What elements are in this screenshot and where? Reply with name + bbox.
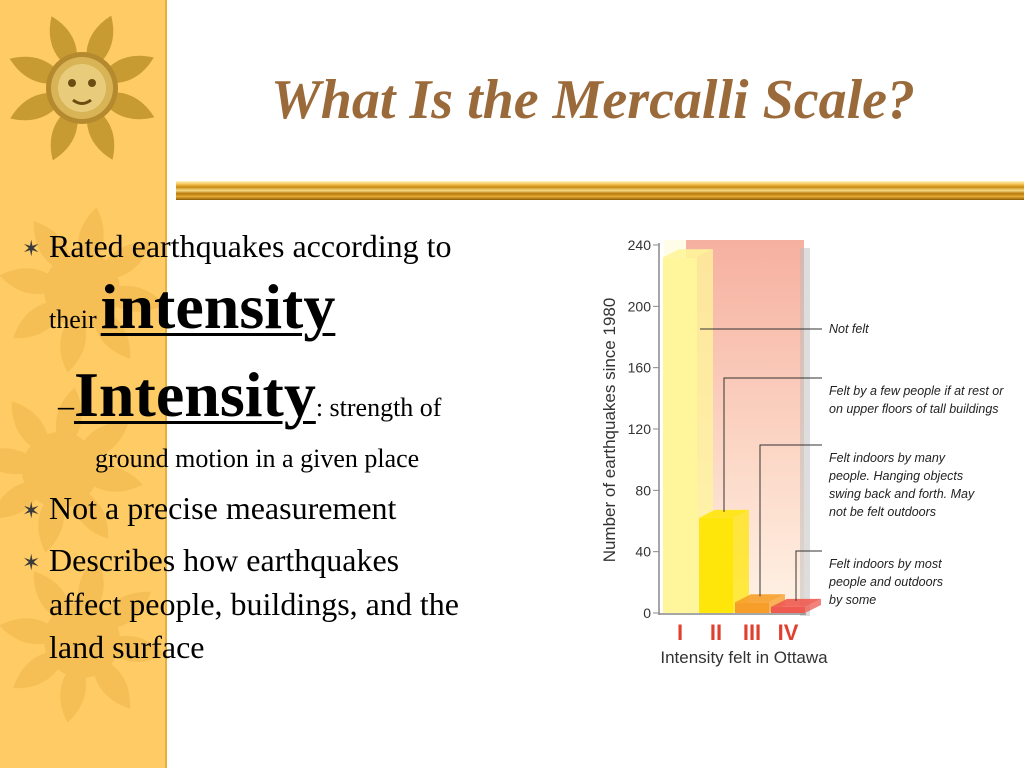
- y-tick-label: 200: [628, 298, 652, 314]
- annotation-text: people and outdoors: [828, 575, 943, 589]
- x-axis-label: Intensity felt in Ottawa: [660, 648, 828, 667]
- bar-side-II: [733, 509, 749, 613]
- annotation-text: on upper floors of tall buildings: [829, 402, 999, 416]
- star-bullet-icon: ✶: [22, 498, 41, 523]
- sub-bullet-line-2: ground motion in a given place: [95, 444, 420, 473]
- bar-IV: [771, 606, 805, 613]
- bullet-3-line-2: affect people, buildings, and the: [49, 586, 459, 622]
- sun-pattern: [0, 15, 165, 723]
- annotation-leader: [795, 550, 822, 601]
- bar-top-IV: [771, 598, 821, 607]
- chart-annotations: Not felt Felt by a few people if at rest …: [700, 322, 1004, 607]
- sub-bullet-definition: : strength of: [315, 393, 442, 422]
- bar-top-I: [663, 249, 713, 258]
- page-title: What Is the Mercalli Scale?: [270, 69, 916, 131]
- star-bullet-icon: ✶: [22, 236, 41, 261]
- x-tick-label: IV: [778, 620, 799, 645]
- annotation-leader: [759, 444, 822, 597]
- x-tick-label: II: [710, 620, 722, 645]
- y-tick-label: 80: [635, 482, 651, 498]
- annotation-text: not be felt outdoors: [829, 505, 936, 519]
- annotation-text: Not felt: [829, 322, 869, 336]
- bullet-1-line-2: their intensity: [49, 270, 335, 344]
- y-tick-label: 240: [628, 237, 652, 253]
- annotation-text: Felt indoors by most: [829, 557, 942, 571]
- faded-sun-pattern-icon: [0, 207, 165, 723]
- bar-top-III: [735, 594, 785, 603]
- bullet-2-text: Not a precise measurement: [49, 490, 397, 526]
- annotation-text: Felt indoors by many: [829, 451, 946, 465]
- bar-side-IV: [805, 598, 821, 613]
- y-tick-label: 160: [628, 360, 652, 376]
- bullet-1-prefix: their: [49, 305, 97, 334]
- annotation-text: people. Hanging objects: [828, 469, 963, 483]
- annotation-text: by some: [829, 593, 876, 607]
- y-tick-label: 120: [628, 421, 652, 437]
- star-bullet-icon: ✶: [22, 550, 41, 575]
- sub-bullet-dash: –: [58, 387, 74, 423]
- chart-axes: 0 40 80 120 160 200 240: [628, 237, 806, 621]
- annotation-text: swing back and forth. May: [829, 487, 975, 501]
- decorative-sidebar: [0, 0, 167, 768]
- sub-bullet-term: Intensity: [74, 359, 316, 430]
- panel-shadow: [800, 248, 810, 616]
- bar-III: [735, 602, 769, 613]
- golden-sun-icon: [9, 15, 155, 161]
- y-tick-label: 0: [643, 605, 651, 621]
- bullet-1-emphasis: intensity: [100, 271, 336, 342]
- y-axis-label: Number of earthquakes since 1980: [600, 298, 619, 563]
- bar-I: [663, 257, 697, 613]
- annotation-leader: [723, 377, 822, 512]
- annotation-text: Felt by a few people if at rest or: [829, 384, 1004, 398]
- chart-bars: I II III IV: [663, 249, 821, 645]
- title-divider: [176, 181, 1024, 200]
- x-tick-label: III: [743, 620, 761, 645]
- bar-II: [699, 517, 733, 613]
- bullet-1-line-1: Rated earthquakes according to: [49, 228, 452, 264]
- y-tick-label: 40: [635, 544, 651, 560]
- x-tick-label: I: [677, 620, 683, 645]
- sub-bullet-line-1: –Intensity: strength of: [58, 358, 441, 432]
- bullet-3-line-1: Describes how earthquakes: [49, 542, 400, 578]
- bullet-3-line-3: land surface: [49, 629, 205, 665]
- bar-top-II: [699, 509, 749, 518]
